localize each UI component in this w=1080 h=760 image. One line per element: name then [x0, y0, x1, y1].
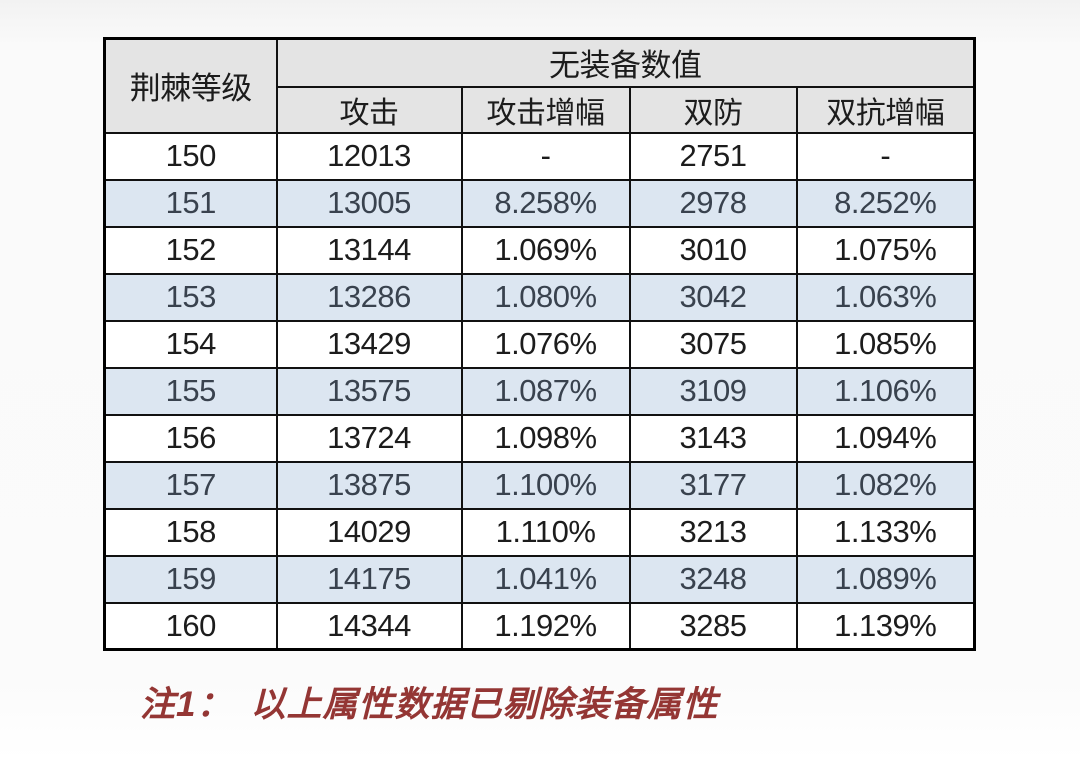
- column-header-attack-growth: 攻击增幅: [460, 85, 631, 134]
- footnote: 注1： 以上属性数据已剔除装备属性: [140, 676, 718, 727]
- table-cell-level: 157: [103, 460, 278, 510]
- table-cell-level: 159: [103, 554, 278, 604]
- table-cell-defense: 3075: [628, 319, 798, 369]
- table-cell-resist-growth: 1.063%: [795, 272, 976, 322]
- table-cell-attack-growth: 1.192%: [460, 601, 631, 651]
- table-cell-level: 150: [103, 131, 278, 181]
- table-cell-level: 158: [103, 507, 278, 557]
- table-cell-attack: 13005: [275, 178, 463, 228]
- table-cell-attack-growth: 1.087%: [460, 366, 631, 416]
- table-cell-defense: 3042: [628, 272, 798, 322]
- table-cell-defense: 3285: [628, 601, 798, 651]
- table-row: 159 14175 1.041% 3248 1.089%: [103, 554, 976, 604]
- table-cell-resist-growth: 1.082%: [795, 460, 976, 510]
- table-row: 158 14029 1.110% 3213 1.133%: [103, 507, 976, 557]
- table-cell-attack: 13429: [275, 319, 463, 369]
- table-cell-resist-growth: 1.106%: [795, 366, 976, 416]
- thorn-level-stat-table: 荆棘等级 无装备数值 攻击 攻击增幅 双防 双抗增幅 150 12013-2751…: [103, 37, 976, 651]
- table-cell-attack-growth: 1.100%: [460, 460, 631, 510]
- table-cell-level: 155: [103, 366, 278, 416]
- table-cell-resist-growth: 1.133%: [795, 507, 976, 557]
- footnote-label: 注1：: [140, 685, 233, 724]
- table-cell-defense: 3109: [628, 366, 798, 416]
- table-cell-defense: 2751: [628, 131, 798, 181]
- table-cell-attack: 14175: [275, 554, 463, 604]
- column-header-dual-defense: 双防: [628, 85, 798, 134]
- table-cell-resist-growth: 1.075%: [795, 225, 976, 275]
- table-cell-defense: 3010: [628, 225, 798, 275]
- table-cell-attack: 13144: [275, 225, 463, 275]
- table-row: 157 13875 1.100% 3177 1.082%: [103, 460, 976, 510]
- table-row: 152 13144 1.069% 3010 1.075%: [103, 225, 976, 275]
- table-cell-resist-growth: 1.089%: [795, 554, 976, 604]
- table-cell-attack-growth: 1.076%: [460, 319, 631, 369]
- table-cell-attack: 14029: [275, 507, 463, 557]
- table-row: 153 13286 1.080% 3042 1.063%: [103, 272, 976, 322]
- table-cell-level: 154: [103, 319, 278, 369]
- table-cell-resist-growth: 1.094%: [795, 413, 976, 463]
- table-row: 156 13724 1.098% 3143 1.094%: [103, 413, 976, 463]
- table-cell-attack: 14344: [275, 601, 463, 651]
- table-header-row-columns: 攻击 攻击增幅 双防 双抗增幅: [105, 85, 976, 134]
- table-cell-defense: 3143: [628, 413, 798, 463]
- table-cell-resist-growth: 1.139%: [795, 601, 976, 651]
- table-cell-level: 153: [103, 272, 278, 322]
- table-row: 154 13429 1.076% 3075 1.085%: [103, 319, 976, 369]
- column-header-attack: 攻击: [275, 85, 463, 134]
- table-row: 150 12013-2751-: [103, 131, 976, 181]
- table-cell-attack: 13875: [275, 460, 463, 510]
- corner-header-thorn-level: 荆棘等级: [103, 37, 278, 134]
- table-cell-attack-growth: -: [460, 131, 631, 181]
- table-cell-attack: 12013: [275, 131, 463, 181]
- table-cell-attack-growth: 1.110%: [460, 507, 631, 557]
- table-cell-attack: 13286: [275, 272, 463, 322]
- table-cell-level: 151: [103, 178, 278, 228]
- table-cell-level: 152: [103, 225, 278, 275]
- table-row: 151 13005 8.258% 2978 8.252%: [103, 178, 976, 228]
- table-cell-attack: 13575: [275, 366, 463, 416]
- table-cell-attack-growth: 1.080%: [460, 272, 631, 322]
- table-cell-defense: 3248: [628, 554, 798, 604]
- table-cell-attack-growth: 1.098%: [460, 413, 631, 463]
- table-cell-resist-growth: 1.085%: [795, 319, 976, 369]
- table-row: 155 13575 1.087% 3109 1.106%: [103, 366, 976, 416]
- table-cell-attack-growth: 1.069%: [460, 225, 631, 275]
- table-cell-level: 156: [103, 413, 278, 463]
- footnote-text: 以上属性数据已剔除装备属性: [250, 685, 719, 724]
- table-cell-resist-growth: 8.252%: [795, 178, 976, 228]
- table-cell-attack-growth: 1.041%: [460, 554, 631, 604]
- table-cell-attack: 13724: [275, 413, 463, 463]
- group-header-no-equipment-values: 无装备数值: [275, 37, 976, 88]
- table-cell-defense: 3213: [628, 507, 798, 557]
- table-row: 160 14344 1.192% 3285 1.139%: [103, 601, 976, 651]
- table-cell-defense: 2978: [628, 178, 798, 228]
- table-header-row-group: 荆棘等级 无装备数值: [103, 37, 976, 134]
- table-cell-defense: 3177: [628, 460, 798, 510]
- column-header-dual-resist-growth: 双抗增幅: [795, 85, 976, 134]
- table-cell-level: 160: [103, 601, 278, 651]
- table-cell-attack-growth: 8.258%: [460, 178, 631, 228]
- table-cell-resist-growth: -: [795, 131, 976, 181]
